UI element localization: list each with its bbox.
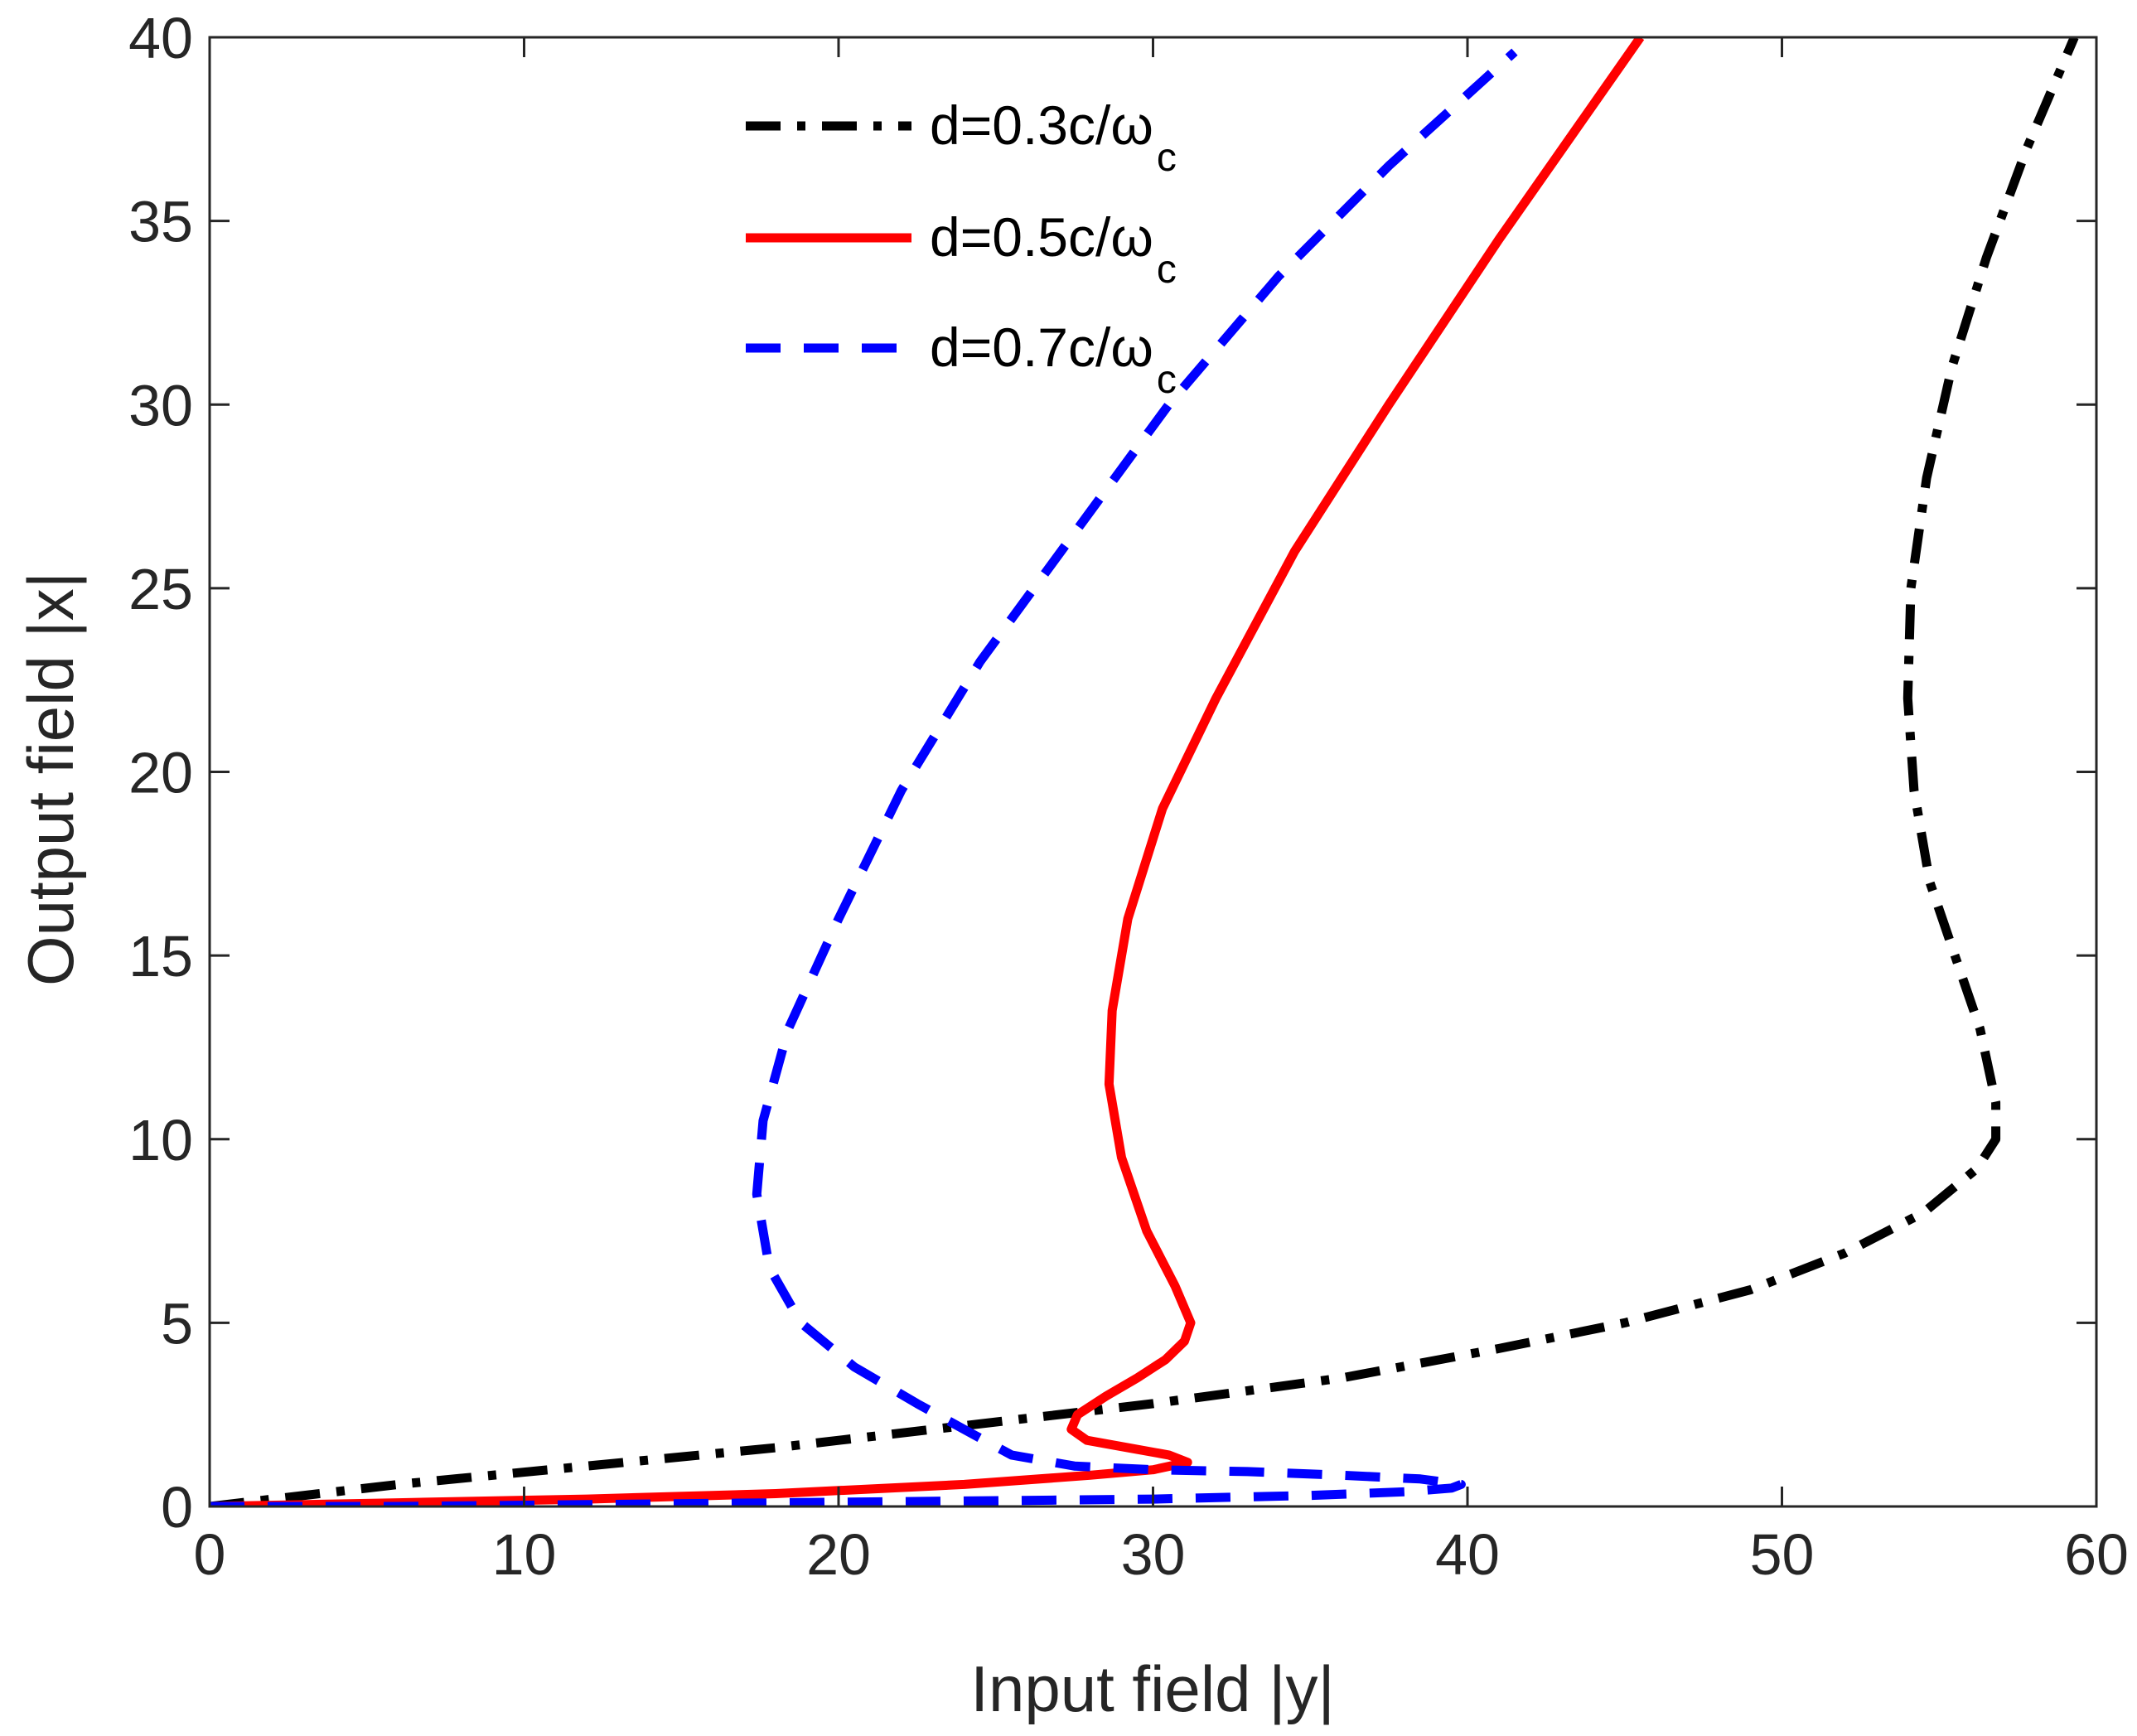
legend-label-3: d=0.7c/ωc <box>930 317 1177 402</box>
plot-background <box>210 37 2096 1506</box>
x-tick-label: 40 <box>1435 1522 1500 1587</box>
y-axis-title: Output field |x| <box>14 572 87 986</box>
legend-label-subscript: c <box>1157 358 1177 402</box>
y-tick-label: 0 <box>161 1475 193 1540</box>
y-tick-label: 35 <box>128 190 193 254</box>
plot-area <box>210 37 2096 1506</box>
legend-label-main: d=0.3c/ω <box>930 94 1153 156</box>
y-tick-label: 20 <box>128 741 193 805</box>
y-tick-label: 40 <box>128 6 193 70</box>
series-line-2 <box>210 37 1645 1506</box>
x-axis-title: Input field |y| <box>970 1652 1334 1725</box>
legend: d=0.3c/ωcd=0.5c/ωcd=0.7c/ωc <box>746 94 1177 402</box>
y-tick-label: 5 <box>161 1291 193 1356</box>
legend-label-subscript: c <box>1157 248 1177 292</box>
legend-label-2: d=0.5c/ωc <box>930 206 1177 292</box>
legend-label-main: d=0.5c/ω <box>930 206 1153 268</box>
series-layer <box>210 37 2079 1506</box>
series-line-1 <box>210 37 2079 1506</box>
legend-label-1: d=0.3c/ωc <box>930 94 1177 180</box>
legend-label-subscript: c <box>1157 136 1177 180</box>
axes-layer: 0 10 20 30 40 50 60 0 5 10 15 20 25 30 35 40 <box>128 6 2129 1587</box>
x-tick-label: 50 <box>1750 1522 1815 1587</box>
x-tick-label: 10 <box>492 1522 557 1587</box>
x-tick-label: 60 <box>2064 1522 2129 1587</box>
y-tick-label: 15 <box>128 924 193 989</box>
x-tick-label: 0 <box>194 1522 226 1587</box>
x-tick-label: 30 <box>1121 1522 1186 1587</box>
y-tick-label: 25 <box>128 557 193 621</box>
legend-label-main: d=0.7c/ω <box>930 317 1153 378</box>
y-tick-label: 30 <box>128 373 193 438</box>
y-tick-label: 10 <box>128 1108 193 1173</box>
x-tick-label: 20 <box>806 1522 871 1587</box>
